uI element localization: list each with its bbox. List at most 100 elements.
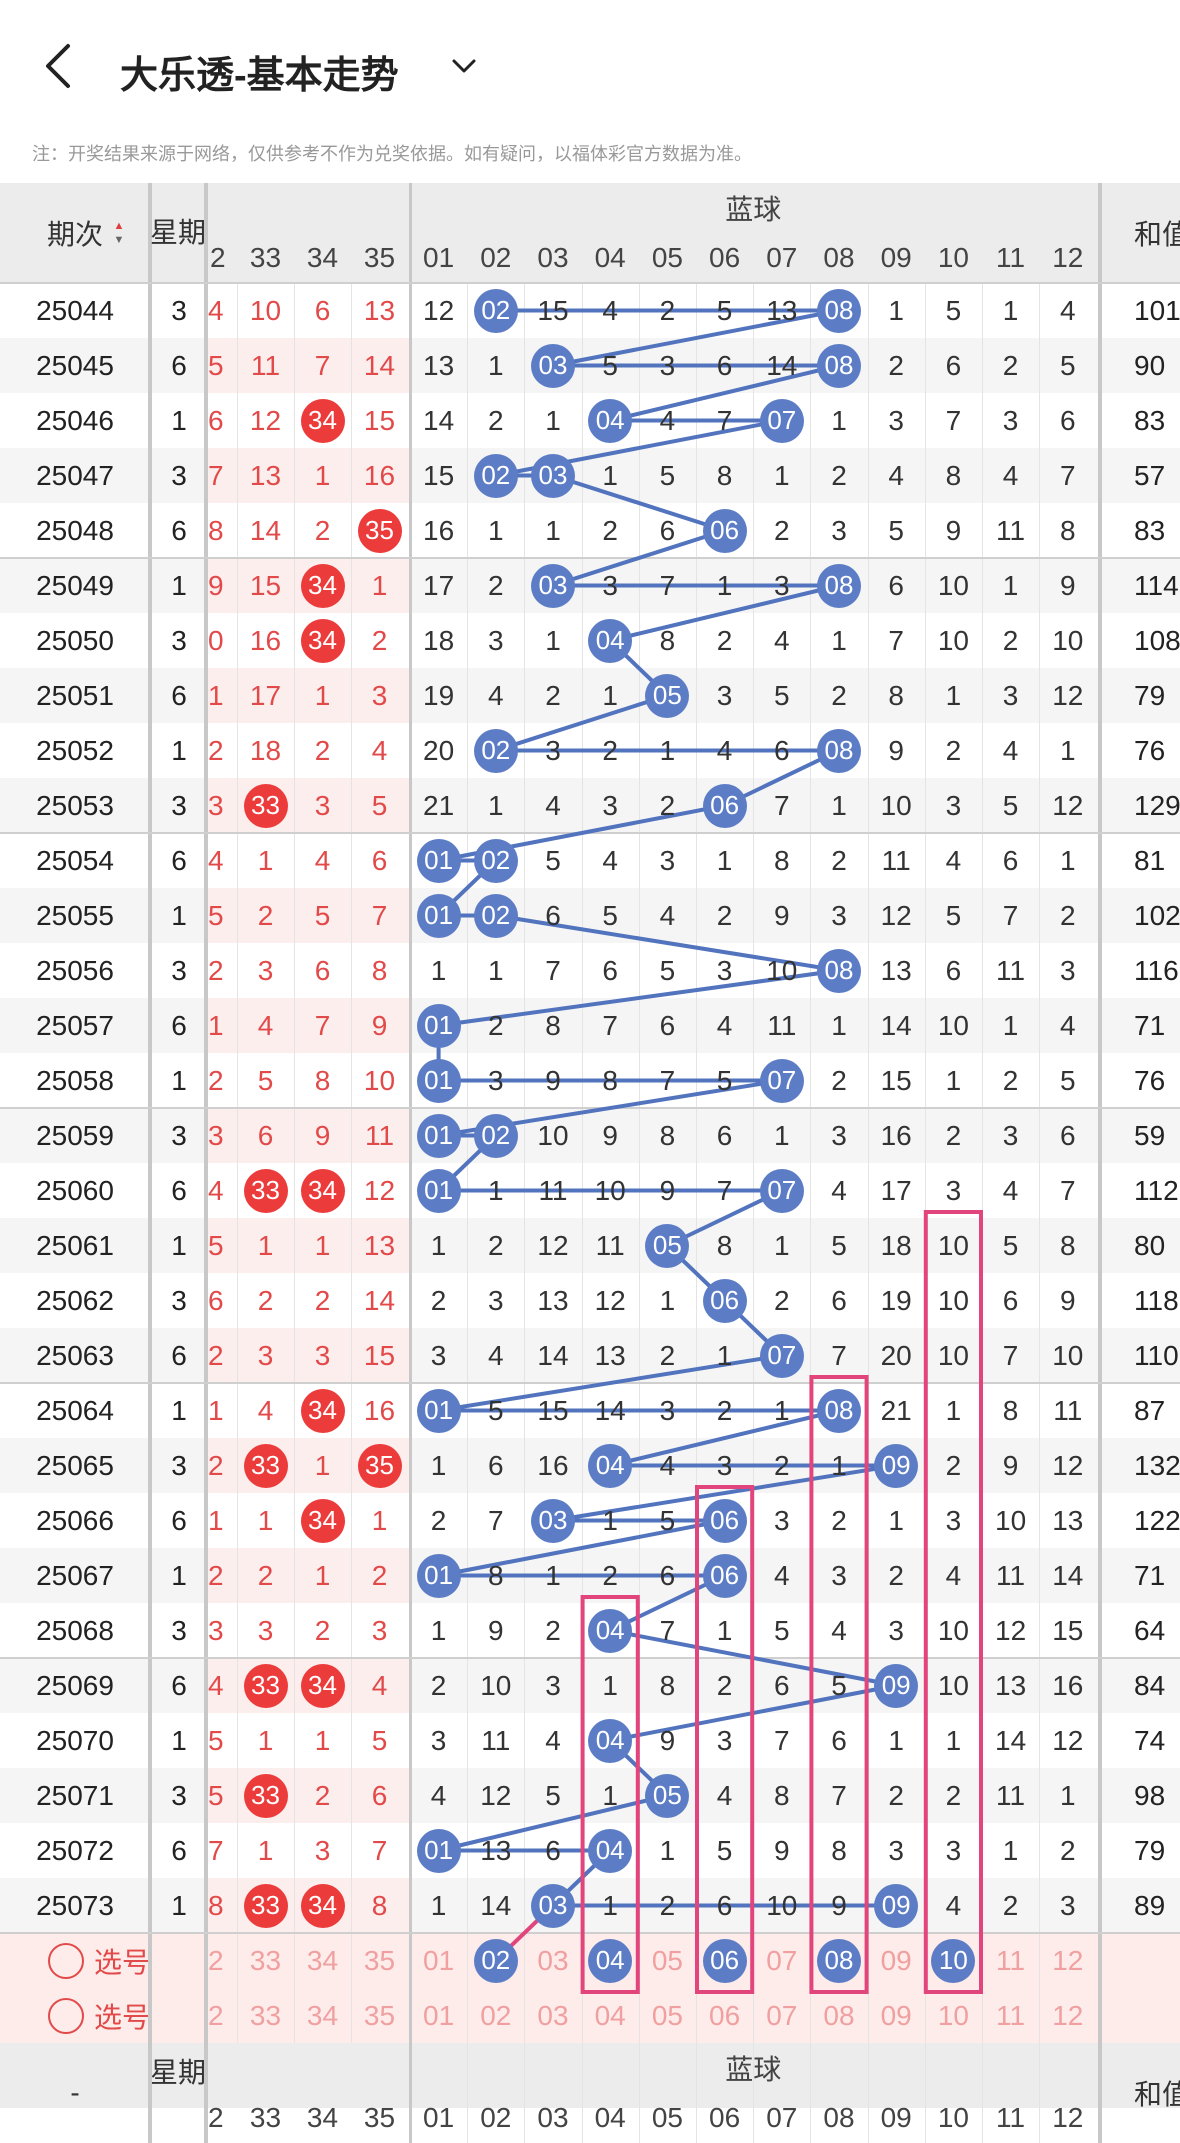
blue-miss-cell: 1 <box>773 1394 790 1426</box>
red-partial-cell: 6 <box>208 1284 224 1316</box>
pick-label[interactable]: 选号 <box>94 1946 151 1978</box>
pick-red-number[interactable]: 2 <box>208 1999 224 2031</box>
blue-miss-cell: 21 <box>423 789 455 821</box>
red-cell: 11 <box>364 1119 395 1151</box>
blue-miss-cell: 1 <box>487 1174 504 1206</box>
sort-arrows-icon[interactable]: ▲ ▼ <box>113 220 125 246</box>
pick-blue-number[interactable]: 11 <box>996 1944 1026 1976</box>
pick-blue-number[interactable]: 12 <box>1052 1944 1084 1976</box>
blue-miss-cell: 4 <box>888 459 904 491</box>
blue-miss-cell: 2 <box>545 679 561 711</box>
red-cell: 9 <box>371 1009 388 1041</box>
weekday-cell: 3 <box>171 789 187 821</box>
blue-ball-hit: 08 <box>817 343 861 388</box>
blue-miss-cell: 1 <box>831 624 847 656</box>
pick-blue-number[interactable]: 05 <box>651 1999 683 2031</box>
blue-miss-cell: 14 <box>880 1009 912 1041</box>
pick-red-number[interactable]: 33 <box>249 1944 282 1976</box>
pick-label[interactable]: 选号 <box>94 2001 151 2033</box>
pick-red-number[interactable]: 34 <box>306 1999 339 2031</box>
header-sort-period[interactable]: 期次 <box>46 219 103 250</box>
red-cell: 7 <box>371 899 388 931</box>
red-cell: 6 <box>371 1779 388 1811</box>
blue-miss-cell: 10 <box>880 789 912 821</box>
blue-miss-cell: 2 <box>831 844 847 876</box>
blue-miss-cell: 1 <box>659 1834 676 1866</box>
blue-miss-cell: 2 <box>1002 1064 1019 1096</box>
sum-cell: 83 <box>1134 404 1166 436</box>
red-cell: 14 <box>363 349 396 381</box>
blue-miss-cell: 3 <box>1059 1889 1076 1921</box>
red-cell: 18 <box>249 734 282 766</box>
blue-miss-cell: 4 <box>659 1449 676 1481</box>
sum-cell: 98 <box>1134 1779 1166 1811</box>
sum-cell: 118 <box>1134 1284 1179 1316</box>
pick-blue-number[interactable]: 01 <box>423 1944 455 1976</box>
blue-miss-cell: 5 <box>1059 349 1076 381</box>
chevron-down-icon[interactable] <box>450 56 478 76</box>
blue-miss-cell: 10 <box>937 569 969 601</box>
blue-miss-cell: 3 <box>1002 1119 1019 1151</box>
blue-miss-cell: 12 <box>1052 1449 1084 1481</box>
pick-red-number[interactable]: 33 <box>249 1999 282 2031</box>
grid-divider <box>204 183 208 2143</box>
pick-blue-number[interactable]: 02 <box>480 1999 512 2031</box>
blue-miss-cell: 8 <box>1002 1394 1019 1426</box>
blue-miss-cell: 4 <box>1059 294 1076 326</box>
blue-miss-cell: 6 <box>1059 404 1076 436</box>
pick-blue-number[interactable]: 03 <box>537 1944 569 1976</box>
pick-blue-number[interactable]: 11 <box>996 1999 1026 2031</box>
select-radio[interactable] <box>48 1997 84 2034</box>
pick-blue-number[interactable]: 03 <box>537 1999 569 2031</box>
red-cell: 14 <box>363 1284 396 1316</box>
pick-blue-number[interactable]: 09 <box>880 1999 912 2031</box>
blue-miss-cell: 4 <box>1002 459 1019 491</box>
red-cell: 2 <box>314 734 331 766</box>
pick-red-number[interactable]: 35 <box>363 1999 396 2031</box>
pick-blue-number[interactable]: 07 <box>766 1999 798 2031</box>
select-radio[interactable] <box>48 1942 84 1979</box>
blue-miss-cell: 3 <box>773 569 790 601</box>
pick-blue-number[interactable]: 08 <box>823 1999 855 2031</box>
pick-blue-number[interactable]: 01 <box>423 1999 455 2031</box>
red-partial-cell: 6 <box>208 404 224 436</box>
red-partial-cell: 1 <box>208 1009 224 1041</box>
pick-blue-number[interactable]: 05 <box>651 1944 683 1976</box>
blue-miss-cell: 13 <box>423 349 455 381</box>
pick-red-number[interactable]: 2 <box>208 1944 224 1976</box>
sum-cell: 80 <box>1134 1229 1166 1261</box>
red-col-header: 34 <box>306 242 339 273</box>
blue-miss-cell: 4 <box>716 1779 733 1811</box>
blue-miss-cell: 5 <box>545 844 561 876</box>
blue-miss-cell: 8 <box>659 624 676 656</box>
sum-cell: 87 <box>1134 1394 1166 1426</box>
blue-miss-cell: 9 <box>888 734 904 766</box>
pick-blue-number[interactable]: 07 <box>766 1944 798 1976</box>
blue-miss-cell: 10 <box>537 1119 569 1151</box>
back-arrow-icon[interactable] <box>40 40 76 92</box>
red-partial-cell: 4 <box>208 1669 224 1701</box>
pick-blue-number[interactable]: 09 <box>880 1944 912 1976</box>
pick-blue-number[interactable]: 12 <box>1052 1999 1084 2031</box>
blue-miss-cell: 3 <box>659 1394 676 1426</box>
blue-miss-cell: 5 <box>716 294 733 326</box>
page-title[interactable]: 大乐透-基本走势 <box>120 55 399 97</box>
blue-ball-hit: 05 <box>645 1223 690 1268</box>
pick-blue-number[interactable]: 10 <box>937 1999 969 2031</box>
disclaimer-note: 注：开奖结果来源于网络，仅供参考不作为兑奖依据。如有疑问，以福体彩官方数据为准。 <box>32 144 752 164</box>
pick-blue-number[interactable]: 06 <box>709 1999 741 2031</box>
pick-red-number[interactable]: 35 <box>363 1944 396 1976</box>
blue-col-header: 11 <box>996 242 1026 273</box>
pick-red-number[interactable]: 34 <box>306 1944 339 1976</box>
blue-miss-cell: 2 <box>888 1779 904 1811</box>
red-cell: 1 <box>257 1504 274 1536</box>
blue-ball-hit: 05 <box>645 673 690 718</box>
blue-miss-cell: 6 <box>945 349 962 381</box>
pick-blue-number[interactable]: 04 <box>594 1999 626 2031</box>
red-stripe <box>208 1548 410 1603</box>
blue-miss-cell: 9 <box>773 899 790 931</box>
red-cell: 13 <box>363 1229 396 1261</box>
blue-miss-cell: 6 <box>659 1559 676 1591</box>
red-ball-hit: 33 <box>243 1168 288 1213</box>
blue-miss-cell: 8 <box>1059 514 1076 546</box>
